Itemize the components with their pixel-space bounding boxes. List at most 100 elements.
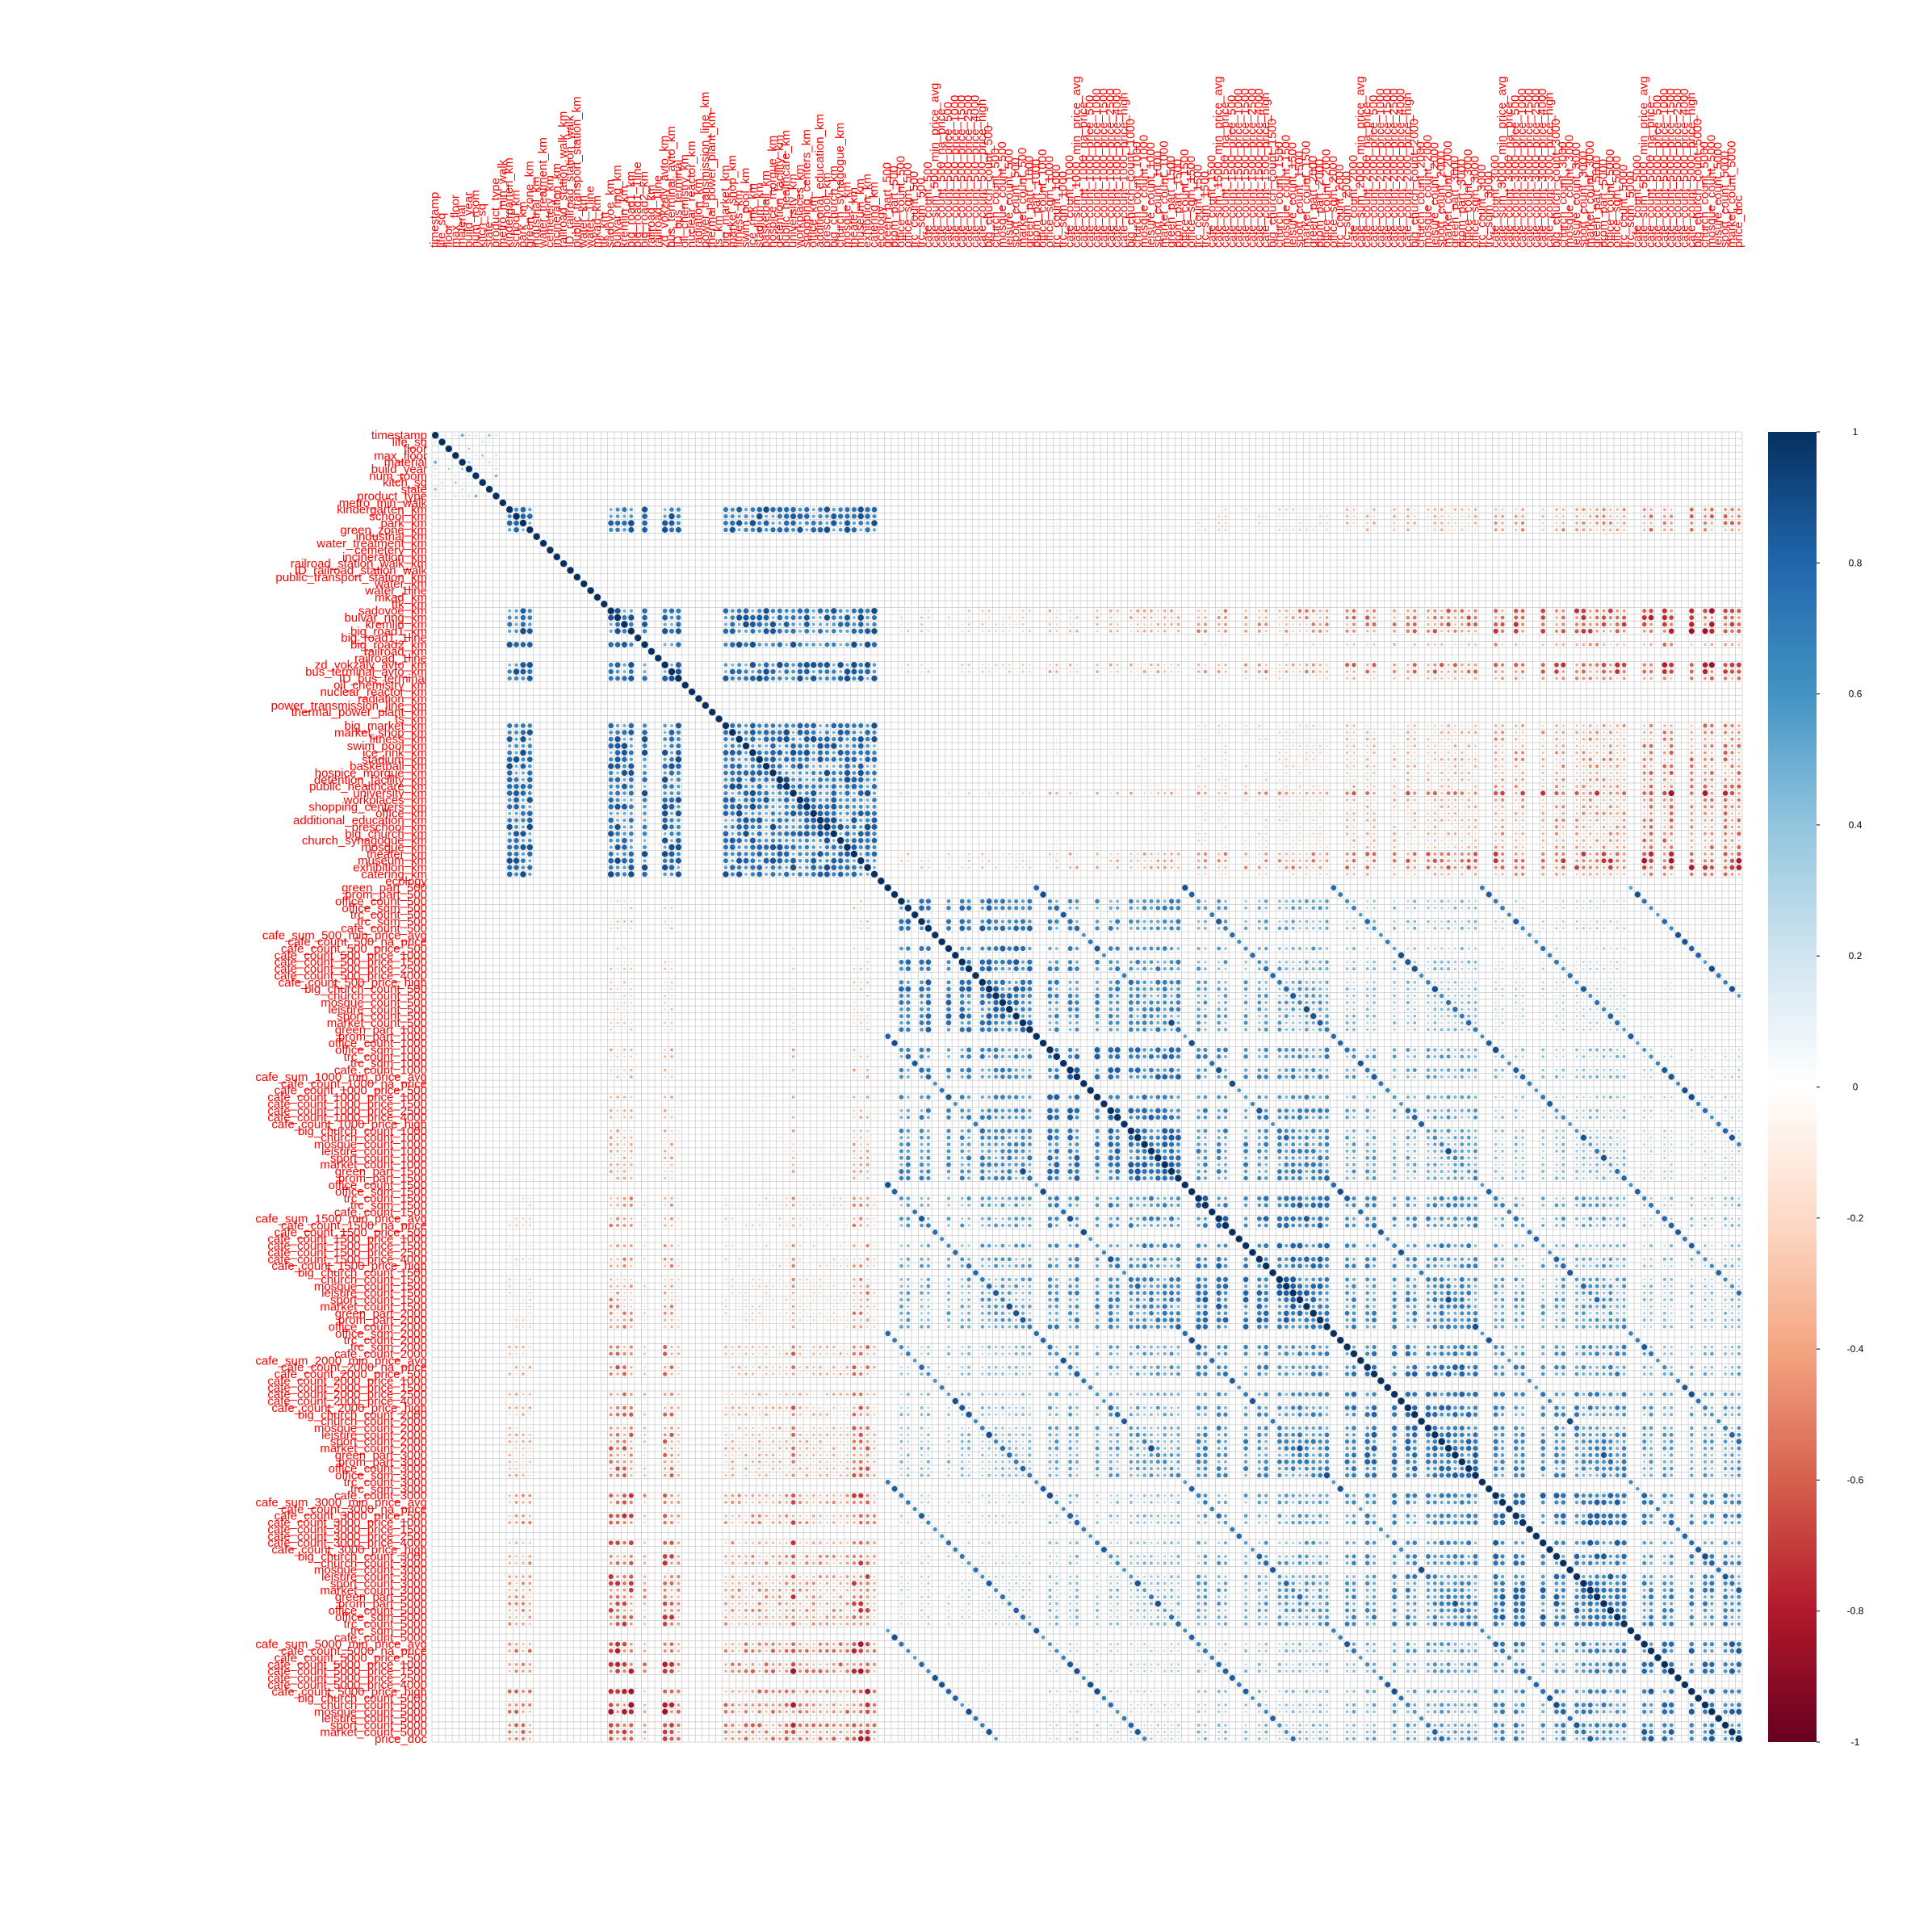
corr-circle — [527, 750, 533, 756]
corr-circle — [1245, 833, 1247, 835]
corr-circle — [791, 852, 795, 856]
corr-circle — [1366, 798, 1368, 802]
corr-circle — [777, 805, 782, 809]
corr-circle — [608, 763, 614, 769]
corr-circle — [925, 979, 932, 986]
corr-circle — [617, 961, 618, 963]
corr-circle — [1574, 629, 1579, 634]
corr-circle — [1494, 676, 1498, 680]
corr-circle — [1075, 616, 1079, 619]
corr-circle — [1501, 508, 1504, 511]
corr-circle — [831, 777, 836, 782]
corr-circle — [1069, 833, 1071, 835]
corr-circle — [1346, 676, 1349, 680]
corr-circle — [1668, 628, 1674, 635]
corr-circle — [1279, 765, 1280, 767]
corr-circle — [479, 479, 486, 486]
corr-circle — [1603, 798, 1605, 802]
corr-circle — [818, 513, 823, 519]
corr-circle — [1217, 778, 1220, 781]
corr-circle — [1135, 959, 1141, 965]
corr-circle — [1709, 628, 1715, 634]
corr-circle — [1291, 1007, 1296, 1012]
corr-circle — [1709, 507, 1714, 512]
corr-circle — [1494, 622, 1498, 626]
corr-circle — [623, 900, 626, 903]
corr-circle — [1521, 731, 1524, 734]
corr-circle — [1703, 859, 1708, 863]
corr-circle — [1674, 932, 1682, 938]
corr-circle — [1427, 724, 1430, 727]
corr-circle — [757, 743, 761, 748]
corr-circle — [1406, 812, 1410, 815]
corr-circle — [1013, 986, 1020, 992]
corr-circle — [1137, 670, 1139, 673]
corr-circle — [1541, 839, 1544, 842]
corr-circle — [1588, 865, 1592, 869]
corr-circle — [1325, 899, 1329, 903]
corr-circle — [1453, 852, 1457, 856]
corr-circle — [1454, 724, 1456, 727]
corr-circle — [838, 844, 843, 850]
corr-circle — [608, 668, 614, 675]
corr-circle — [1514, 865, 1518, 869]
corr-circle — [1542, 907, 1544, 909]
corr-circle — [1474, 738, 1477, 740]
corr-circle — [1453, 744, 1457, 748]
corr-circle — [1029, 617, 1031, 618]
corr-circle — [1096, 759, 1098, 760]
corr-circle — [1096, 765, 1098, 767]
corr-circle — [1305, 846, 1308, 848]
corr-circle — [1433, 643, 1436, 646]
corr-circle — [1352, 752, 1356, 754]
corr-circle — [1554, 825, 1559, 829]
corr-circle — [723, 858, 728, 864]
corr-circle — [1603, 995, 1605, 997]
corr-circle — [1163, 758, 1166, 760]
corr-circle — [1069, 522, 1071, 524]
corr-circle — [616, 988, 619, 991]
corr-circle — [1264, 664, 1268, 666]
corr-circle — [1710, 852, 1714, 856]
corr-circle — [872, 750, 877, 756]
corr-circle — [526, 526, 534, 534]
corr-circle — [507, 804, 513, 810]
corr-circle — [1703, 960, 1708, 965]
corr-circle — [832, 872, 836, 877]
corr-circle — [676, 521, 681, 526]
corr-circle — [1609, 987, 1612, 991]
corr-circle — [1609, 873, 1612, 876]
corr-circle — [729, 797, 736, 803]
corr-circle — [1588, 777, 1592, 781]
corr-circle — [1731, 846, 1733, 848]
corr-circle — [1589, 832, 1592, 836]
corr-circle — [865, 873, 870, 876]
corr-circle — [1163, 919, 1167, 924]
corr-circle — [663, 872, 667, 877]
corr-circle — [1163, 609, 1167, 613]
corr-circle — [756, 622, 762, 627]
corr-circle — [1582, 846, 1585, 849]
corr-circle — [1602, 669, 1606, 674]
corr-circle — [1616, 1001, 1619, 1003]
corr-circle — [911, 911, 919, 919]
corr-circle — [764, 770, 769, 776]
corr-circle — [1540, 945, 1546, 952]
corr-circle — [1623, 1001, 1625, 1004]
corr-circle — [695, 695, 702, 702]
corr-circle — [946, 966, 951, 971]
corr-circle — [1663, 758, 1666, 761]
corr-circle — [803, 621, 810, 627]
corr-circle — [764, 527, 769, 532]
corr-circle — [1623, 738, 1626, 741]
corr-circle — [832, 528, 836, 532]
corr-circle — [1319, 731, 1322, 734]
corr-circle — [676, 852, 681, 857]
corr-circle — [514, 743, 519, 748]
corr-circle — [467, 475, 471, 477]
corr-circle — [1393, 758, 1396, 761]
corr-circle — [1582, 798, 1585, 802]
corr-circle — [1177, 866, 1180, 869]
corr-circle — [860, 1008, 861, 1011]
corr-circle — [1467, 907, 1470, 910]
